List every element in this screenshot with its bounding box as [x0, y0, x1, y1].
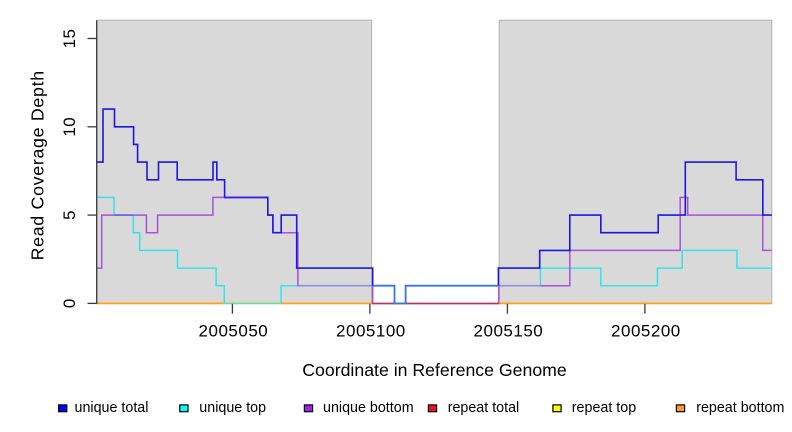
- svg-text:2005150: 2005150: [474, 322, 544, 341]
- svg-text:0: 0: [60, 299, 79, 308]
- svg-text:Coordinate in Reference Genome: Coordinate in Reference Genome: [302, 360, 567, 380]
- svg-text:Read Coverage Depth: Read Coverage Depth: [28, 70, 48, 260]
- svg-text:2005100: 2005100: [336, 322, 406, 341]
- svg-text:15: 15: [60, 29, 79, 49]
- svg-text:10: 10: [60, 117, 79, 137]
- svg-text:2005200: 2005200: [611, 322, 681, 341]
- svg-text:repeat top: repeat top: [572, 400, 636, 416]
- svg-text:unique top: unique top: [199, 400, 266, 416]
- svg-text:repeat total: repeat total: [448, 400, 520, 416]
- svg-text:2005050: 2005050: [199, 322, 269, 341]
- svg-text:unique total: unique total: [75, 400, 149, 416]
- svg-text:5: 5: [60, 210, 79, 219]
- svg-text:repeat bottom: repeat bottom: [696, 400, 784, 416]
- svg-text:unique bottom: unique bottom: [323, 400, 414, 416]
